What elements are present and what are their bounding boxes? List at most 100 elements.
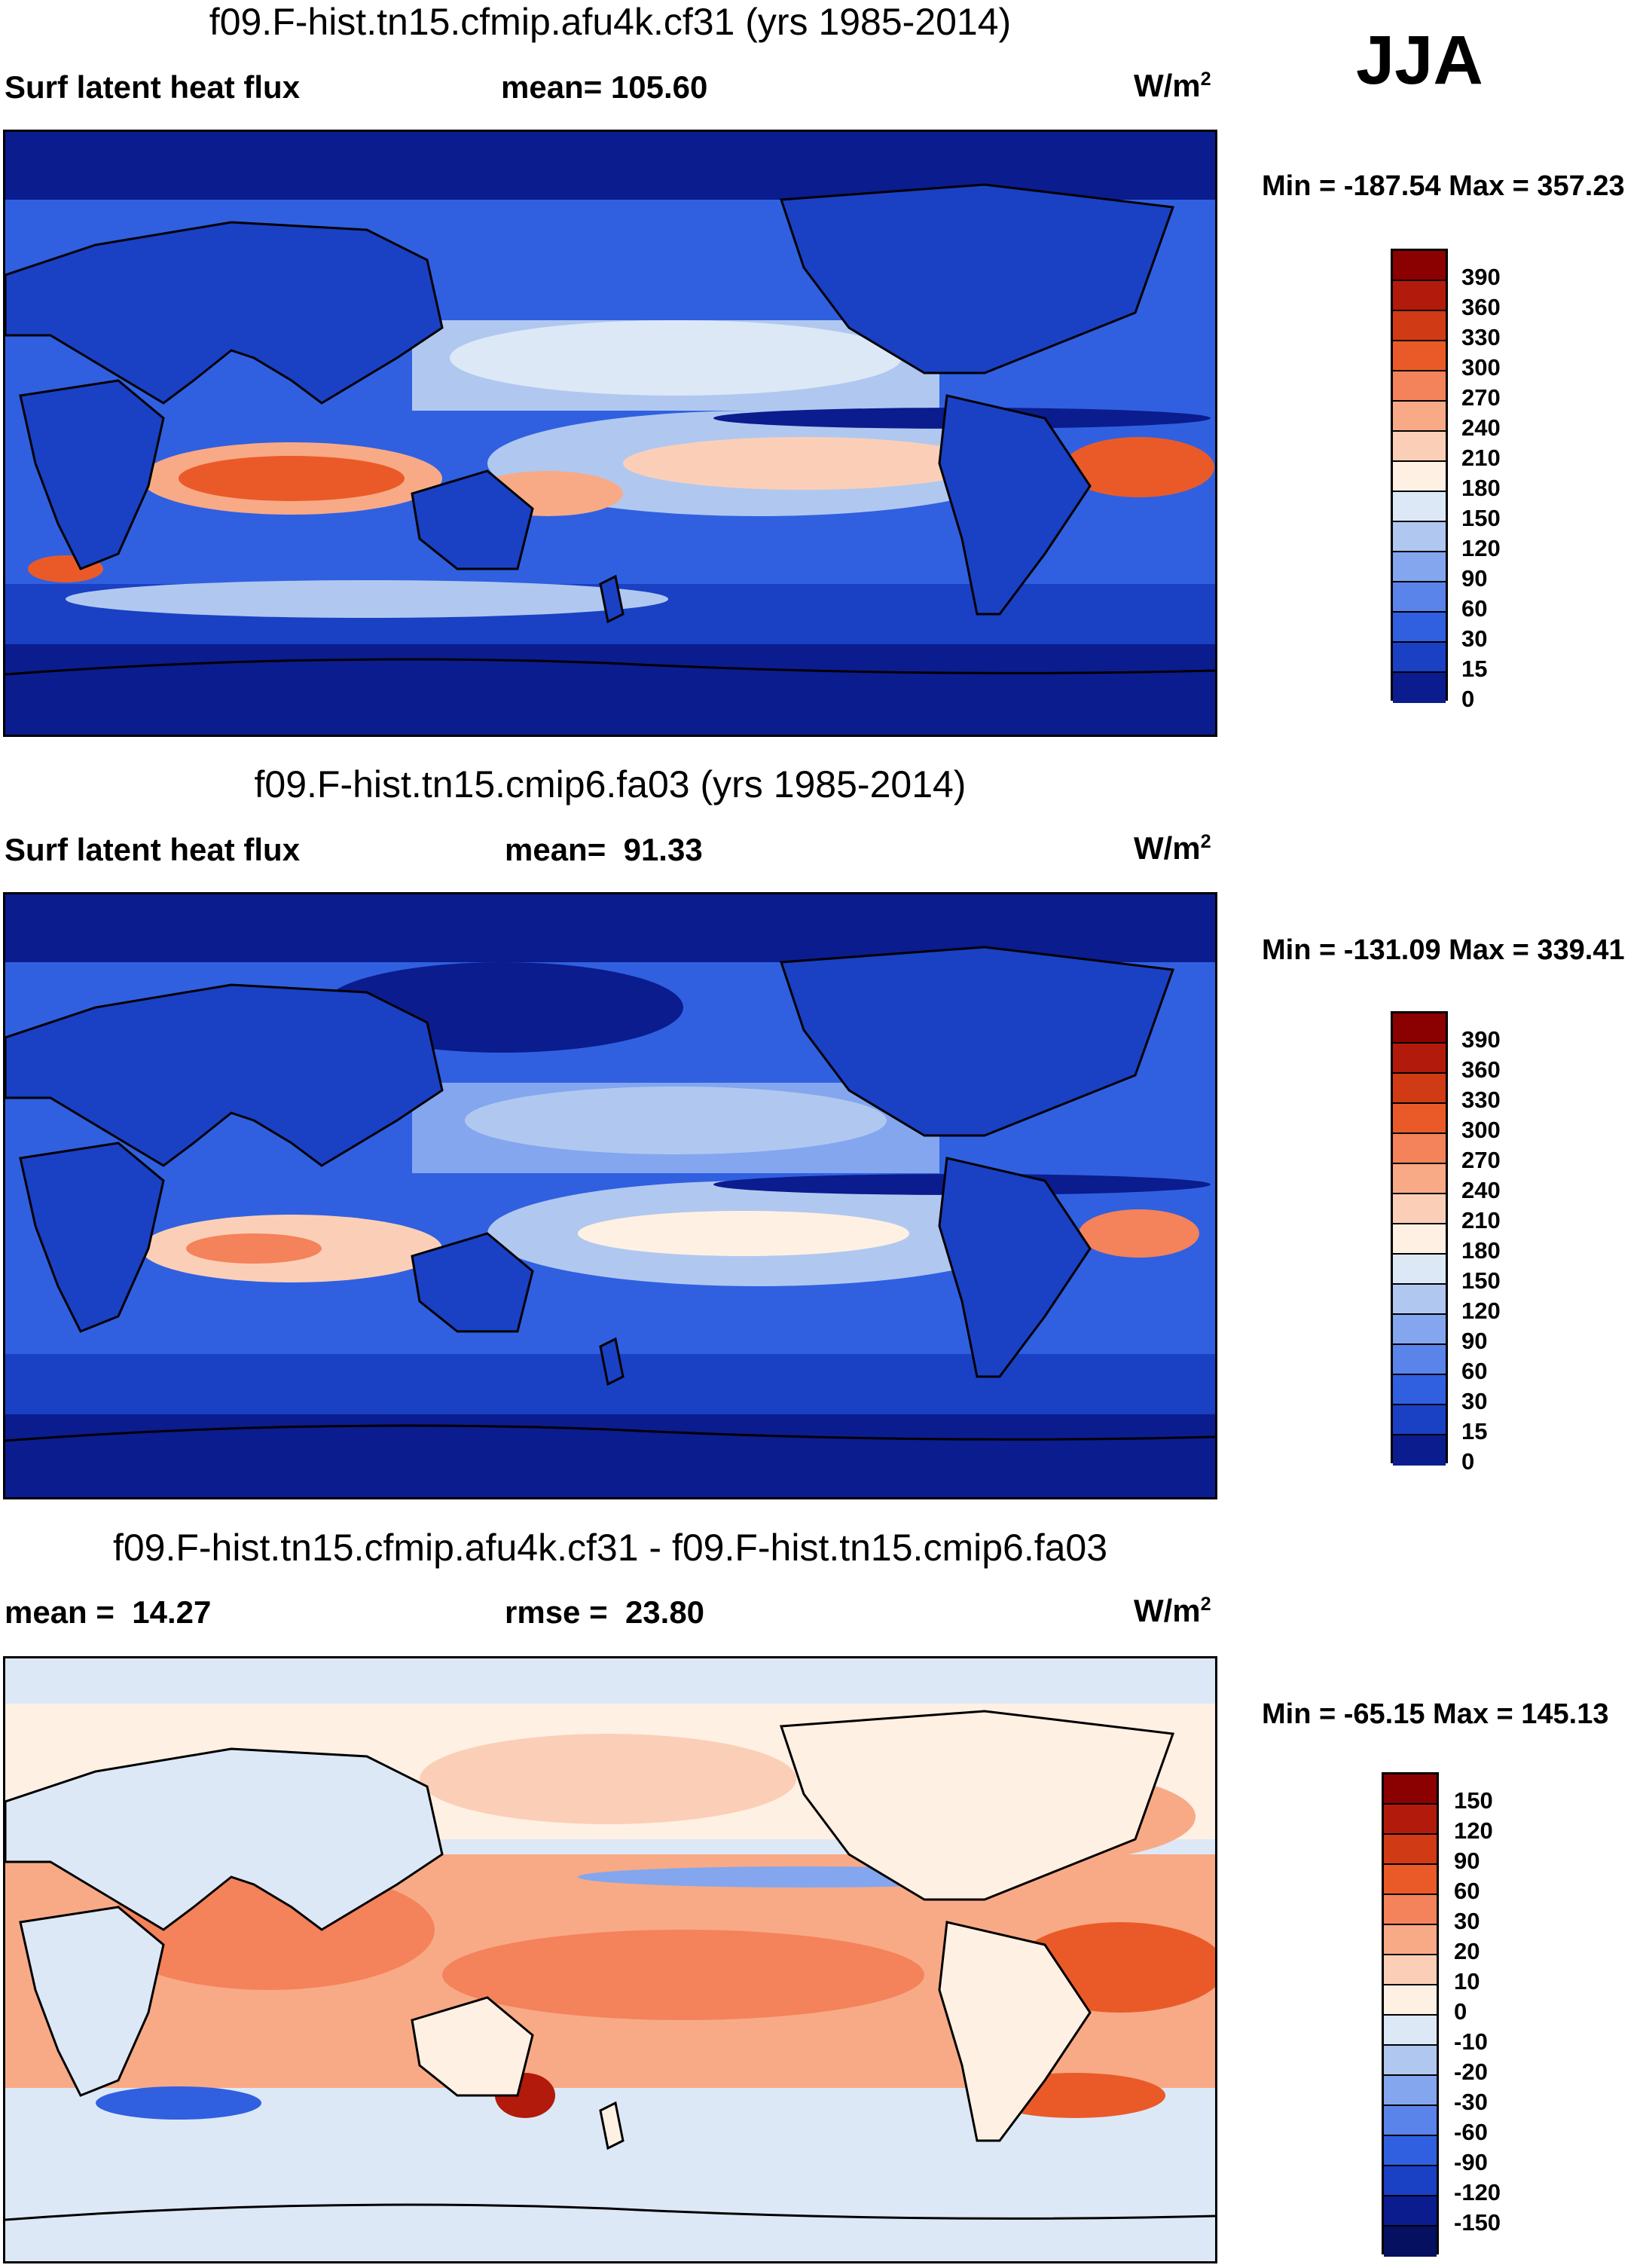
colorbar-swatch [1393, 522, 1446, 552]
colorbar-swatch [1384, 1835, 1437, 1865]
colorbar-swatch [1393, 613, 1446, 643]
colorbar-tick-label: 20 [1454, 1938, 1480, 1964]
colorbar-tick-label: 0 [1461, 686, 1475, 712]
colorbar-swatch [1393, 432, 1446, 462]
colorbar-swatch [1393, 311, 1446, 341]
colorbar-swatch [1393, 1044, 1446, 1074]
colorbar-tick-label: -20 [1454, 2059, 1488, 2085]
australia-landmass [411, 1232, 534, 1333]
colorbar-swatch [1393, 582, 1446, 613]
colorbar-swatch [1393, 341, 1446, 371]
colorbar-tick-label: 360 [1461, 294, 1501, 320]
panel-bottom-colorbar-labels: 150 120 90 60 30 20 10 0 -10 -20 -30 -60 -90 -120 -150 [1454, 1786, 1501, 2238]
panel-top-map [3, 130, 1217, 737]
panel-bottom-rmse: rmse = 23.80 [505, 1594, 705, 1630]
north-america-landmass [779, 183, 1175, 374]
southern-light-band [66, 580, 668, 618]
colorbar-tick-label: 0 [1461, 1448, 1475, 1475]
australia-landmass [411, 1996, 534, 2097]
panel-bottom-minmax: Min = -65.15 Max = 145.13 [1262, 1698, 1609, 1730]
colorbar-tick-label: 60 [1461, 1358, 1488, 1384]
panel-middle-mean: mean= 91.33 [505, 832, 703, 867]
new-zealand-landmass [599, 1337, 625, 1386]
colorbar-tick-label: 330 [1461, 324, 1501, 350]
colorbar-tick-label: 360 [1461, 1056, 1501, 1083]
colorbar-tick-label: 90 [1454, 1848, 1480, 1874]
panel-top-colorbar-labels: 390 360 330 300 270 240 210 180 150 120 90 60 30 15 0 [1461, 262, 1501, 714]
colorbar-tick-label: -120 [1454, 2179, 1501, 2205]
colorbar-swatch [1393, 1194, 1446, 1224]
colorbar-swatch [1384, 2196, 1437, 2227]
panel-top-units: W/m2 [1134, 68, 1211, 103]
colorbar-swatch [1393, 251, 1446, 281]
south-pacific-max [623, 437, 985, 490]
colorbar-swatch [1393, 371, 1446, 402]
north-pacific-positive [420, 1734, 796, 1824]
south-america-landmass [938, 394, 1092, 616]
colorbar-swatch [1384, 1865, 1437, 1895]
colorbar-swatch [1384, 2106, 1437, 2136]
colorbar-tick-label: 180 [1461, 1237, 1501, 1264]
panel-bottom-map [3, 1656, 1217, 2263]
colorbar-swatch [1384, 2166, 1437, 2196]
antarctic-band [5, 644, 1215, 735]
north-america-landmass [779, 946, 1175, 1137]
colorbar-swatch [1393, 1255, 1446, 1285]
season-label: JJA [1356, 22, 1483, 99]
colorbar-swatch [1384, 1955, 1437, 1985]
colorbar-tick-label: 30 [1461, 625, 1488, 652]
panel-top-colorbar-swatches [1391, 249, 1448, 703]
indian-ocean-core [179, 456, 405, 501]
colorbar-swatch [1393, 462, 1446, 492]
colorbar-tick-label: 90 [1461, 1328, 1488, 1354]
colorbar-swatch [1393, 1104, 1446, 1134]
colorbar-tick-label: 15 [1461, 1418, 1488, 1444]
eurasia-landmass [5, 221, 444, 405]
south-pacific-max [578, 1211, 909, 1256]
antarctica-coast [5, 1424, 1215, 1442]
colorbar-tick-label: 330 [1461, 1087, 1501, 1113]
colorbar-swatch [1393, 643, 1446, 673]
colorbar-swatch [1393, 1405, 1446, 1435]
colorbar-tick-label: -60 [1454, 2119, 1488, 2145]
panel-middle-title: f09.F-hist.tn15.cmip6.fa03 (yrs 1985-201… [254, 763, 967, 805]
colorbar-swatch [1393, 1013, 1446, 1044]
pacific-positive [442, 1930, 924, 2020]
eurasia-landmass [5, 1747, 444, 1931]
north-pacific-high [450, 320, 902, 396]
australia-landmass [411, 469, 534, 570]
colorbar-tick-label: 60 [1454, 1878, 1480, 1904]
panel-top-variable: Surf latent heat flux [5, 69, 301, 105]
panel-bottom-units: W/m2 [1134, 1593, 1211, 1628]
colorbar-tick-label: 30 [1461, 1388, 1488, 1414]
eurasia-landmass [5, 983, 444, 1167]
new-zealand-landmass [599, 574, 625, 624]
colorbar-swatch [1384, 1805, 1437, 1835]
antarctica-coast [5, 658, 1215, 676]
north-pacific-high [465, 1087, 887, 1154]
south-america-landmass [938, 1921, 1092, 2142]
south-america-landmass [938, 1157, 1092, 1378]
colorbar-swatch [1393, 281, 1446, 311]
panel-bottom-mean: mean = 14.27 [5, 1594, 212, 1630]
colorbar-swatch [1393, 1074, 1446, 1104]
panel-middle-minmax: Min = -131.09 Max = 339.41 [1262, 934, 1625, 966]
colorbar-swatch [1393, 1224, 1446, 1255]
colorbar-swatch [1384, 2227, 1437, 2257]
colorbar-swatch [1393, 1345, 1446, 1375]
panel-middle-colorbar-labels: 390 360 330 300 270 240 210 180 150 120 90 60 30 15 0 [1461, 1025, 1501, 1477]
panel-middle-map [3, 892, 1217, 1499]
colorbar-tick-label: 270 [1461, 1147, 1501, 1173]
panel-bottom-title: f09.F-hist.tn15.cfmip.afu4k.cf31 - f09.F… [112, 1527, 1108, 1569]
colorbar-swatch [1393, 673, 1446, 703]
panel-middle-variable: Surf latent heat flux [5, 832, 301, 867]
colorbar-tick-label: 180 [1461, 475, 1501, 501]
colorbar-tick-label: 0 [1454, 1998, 1467, 2025]
colorbar-swatch [1393, 1285, 1446, 1315]
panel-middle-colorbar-swatches [1391, 1011, 1448, 1466]
colorbar-swatch [1393, 492, 1446, 522]
colorbar-swatch [1393, 552, 1446, 582]
colorbar-swatch [1384, 1985, 1437, 2016]
colorbar-swatch [1384, 2016, 1437, 2046]
panel-middle-units: W/m2 [1134, 830, 1211, 866]
